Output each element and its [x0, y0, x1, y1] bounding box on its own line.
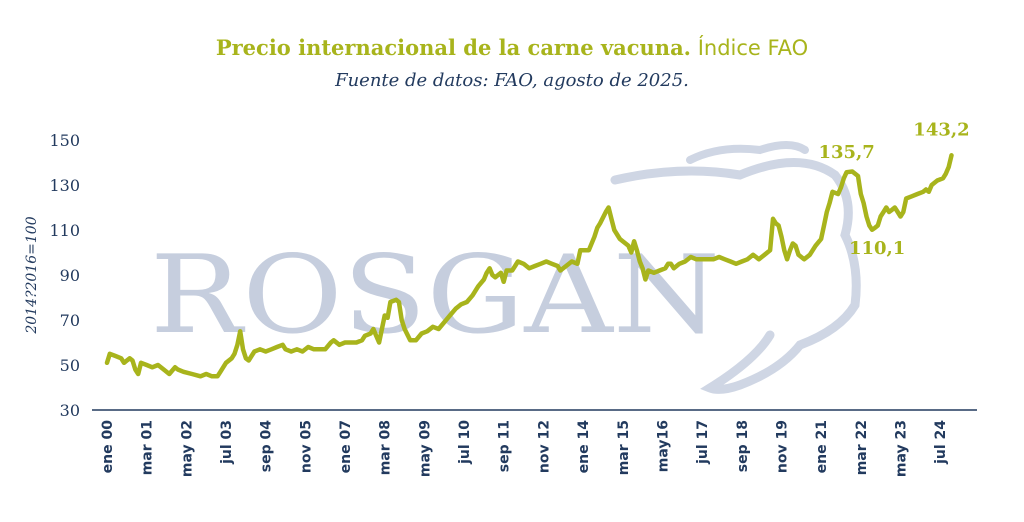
x-tick-label: mar 01	[140, 420, 156, 475]
y-tick-label: 30	[60, 401, 80, 420]
x-tick-label: nov 19	[774, 420, 790, 473]
x-tick-label: may16	[655, 420, 671, 472]
x-tick-label: mar 08	[378, 420, 394, 475]
axes: 30 50 70 90 110 130 150 2014?2016=100 ene 00 mar …	[24, 131, 977, 477]
y-tick-label: 130	[49, 176, 80, 195]
y-tick-label: 70	[60, 311, 80, 330]
x-tick-label: sep 11	[497, 420, 513, 472]
x-tick-label: mar 22	[854, 420, 870, 475]
x-tick-label: may 23	[893, 420, 909, 477]
x-tick-label: ene 07	[338, 420, 354, 473]
chart-title-light: Índice FAO	[697, 36, 809, 60]
x-tick-label: ene 00	[100, 420, 116, 474]
watermark: ROSGAN	[150, 141, 861, 394]
x-tick-label: may 09	[417, 420, 433, 477]
chart-title-bold: Precio internacional de la carne vacuna.	[215, 35, 691, 60]
series-layer	[104, 153, 954, 379]
y-tick-label: 50	[60, 356, 80, 375]
x-tick-label: nov 12	[536, 420, 552, 473]
y-tick-label: 110	[49, 221, 80, 240]
x-tick-label: jul 17	[695, 420, 711, 465]
x-tick-label: sep 04	[259, 420, 275, 472]
x-tick-label: jul 03	[219, 420, 235, 465]
x-tick-label: sep 18	[735, 420, 751, 472]
chart-title: Precio internacional de la carne vacuna.…	[0, 34, 1024, 62]
series-line	[104, 153, 954, 379]
data-label: 110,1	[849, 238, 905, 259]
data-label: 135,7	[818, 142, 874, 163]
x-tick-label: nov 05	[298, 420, 314, 473]
x-tick-label: jul 24	[933, 420, 949, 465]
x-tick-label: mar 15	[616, 420, 632, 475]
chart-subtitle: Fuente de datos: FAO, agosto de 2025.	[335, 70, 689, 91]
x-tick-label: may 02	[179, 420, 195, 477]
x-tick-label: jul 10	[457, 420, 473, 465]
watermark-cow-horn	[686, 141, 809, 164]
y-axis-label: 2014?2016=100	[24, 216, 40, 334]
y-tick-label: 150	[49, 131, 80, 150]
annotations: 135,7 110,1 143,2	[818, 119, 969, 258]
watermark-cow-outline	[610, 158, 861, 394]
x-tick-label: ene 14	[576, 420, 592, 474]
watermark-text: ROSGAN	[150, 233, 720, 358]
y-tick-label: 90	[60, 266, 80, 285]
x-tick-label: ene 21	[814, 420, 830, 473]
data-label: 143,2	[913, 119, 969, 140]
